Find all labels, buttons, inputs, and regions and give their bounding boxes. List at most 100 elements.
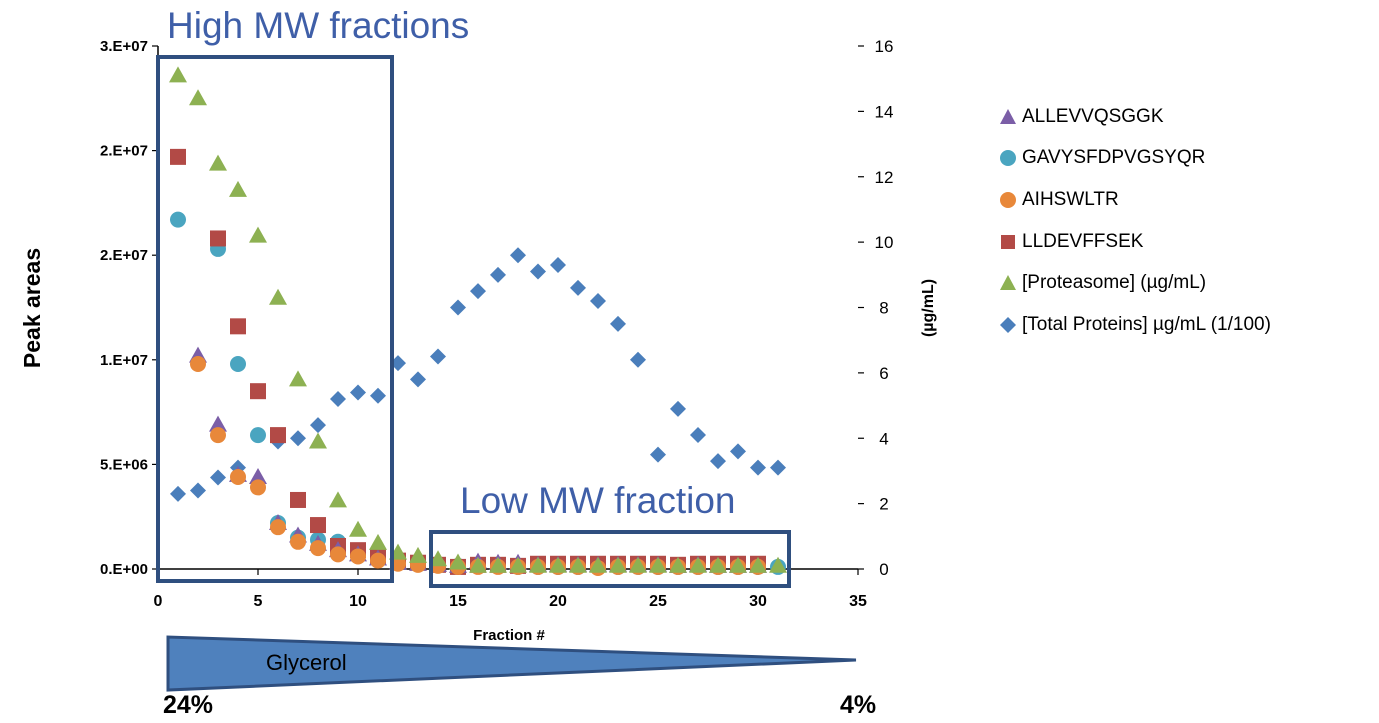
x-tick-label: 35 [849, 593, 867, 610]
y-tick-label: 2.E+07 [100, 247, 148, 264]
glycerol-gradient [166, 635, 857, 692]
y2-tick-label: 16 [875, 37, 894, 56]
total_proteins-point [650, 446, 666, 463]
y-tick-label: 1.E+07 [100, 352, 148, 369]
total_proteins-point [290, 430, 306, 447]
triangle-marker-icon [1000, 108, 1016, 124]
proteasome-point [549, 556, 567, 573]
aihswltr-point [210, 427, 226, 444]
y-tick-label: 0.E+00 [100, 561, 148, 578]
total_proteins-point [310, 417, 326, 434]
lldevffsek-point [210, 230, 226, 247]
x-tick-label: 15 [449, 593, 467, 610]
proteasome-point [449, 553, 467, 570]
aihswltr-point [230, 468, 246, 485]
glycerol-label: Glycerol [266, 650, 347, 675]
proteasome-point [189, 89, 207, 106]
legend-item: AIHSWLTR [998, 179, 1271, 221]
legend-item: [Proteasome] (µg/mL) [998, 262, 1271, 304]
total_proteins-point [470, 283, 486, 300]
total_proteins-point [210, 469, 226, 486]
aihswltr-point [190, 355, 206, 372]
lldevffsek-point [170, 148, 186, 165]
lldevffsek-point [250, 383, 266, 400]
total_proteins-point [710, 453, 726, 470]
allevvqsggk-point [249, 467, 267, 484]
gavysfdpvgsyqr-point [250, 427, 266, 444]
total_proteins-point [630, 351, 646, 368]
proteasome-point [529, 556, 547, 573]
proteasome-point [409, 546, 427, 563]
total_proteins-point [370, 387, 386, 404]
circle-marker-icon [1000, 191, 1016, 208]
x-tick-label: 25 [649, 593, 667, 610]
proteasome-point [629, 556, 647, 573]
legend-label: AIHSWLTR [1022, 188, 1119, 210]
lldevffsek-point [290, 491, 306, 508]
proteasome-point [769, 556, 787, 573]
legend: ALLEVVQSGGK GAVYSFDPVGSYQR AIHSWLTR LLDE… [998, 96, 1271, 346]
proteasome-point [709, 556, 727, 573]
lldevffsek-point [270, 427, 286, 444]
gavysfdpvgsyqr-point [170, 211, 186, 228]
total_proteins-point [690, 426, 706, 443]
y2-tick-label: 6 [879, 364, 888, 383]
aihswltr-point [350, 548, 366, 565]
proteasome-point [369, 533, 387, 550]
total_proteins-point [190, 482, 206, 499]
diamond-marker-icon [1000, 316, 1016, 333]
total_proteins-point [330, 391, 346, 408]
y2-tick-label: 12 [875, 168, 894, 187]
proteasome-point [609, 556, 627, 573]
x-tick-label: 20 [549, 593, 567, 610]
total_proteins-point [750, 459, 766, 476]
aihswltr-point [330, 546, 346, 563]
legend-item: ALLEVVQSGGK [998, 96, 1271, 138]
y2-tick-label: 10 [875, 233, 894, 252]
aihswltr-point [370, 552, 386, 569]
aihswltr-point [250, 479, 266, 496]
proteasome-point [169, 66, 187, 83]
total_proteins-point [170, 485, 186, 502]
proteasome-point [349, 520, 367, 537]
legend-item: GAVYSFDPVGSYQR [998, 138, 1271, 180]
x-tick-label: 10 [349, 593, 367, 610]
gavysfdpvgsyqr-point [230, 355, 246, 372]
lldevffsek-point [230, 318, 246, 335]
x-axis-ticks: 0 5 10 15 20 25 30 35 [154, 569, 867, 610]
y2-tick-label: 8 [879, 299, 888, 318]
proteasome-point [309, 432, 327, 449]
total_proteins-point [350, 384, 366, 401]
proteasome-point [749, 556, 767, 573]
proteasome-point [509, 556, 527, 573]
allevvqsggk-point [209, 415, 227, 432]
legend-item: [Total Proteins] µg/mL (1/100) [998, 304, 1271, 346]
total_proteins-point [490, 266, 506, 283]
proteasome-point [209, 154, 227, 171]
square-marker-icon [1001, 234, 1015, 249]
proteasome-point [329, 491, 347, 508]
proteasome-point [689, 556, 707, 573]
y2-axis-label: (µg/mL) [920, 279, 937, 337]
y-tick-label: 3.E+07 [100, 38, 148, 55]
proteasome-point [469, 556, 487, 573]
proteasome-point [589, 556, 607, 573]
total_proteins-point [510, 247, 526, 264]
triangle-marker-icon [1000, 275, 1016, 291]
y-axis-label: Peak areas [19, 248, 45, 368]
total_proteins-point [570, 279, 586, 296]
aihswltr-point [290, 533, 306, 550]
total_proteins-point [770, 459, 786, 476]
x-tick-label: 5 [254, 593, 263, 610]
total_proteins-point [730, 443, 746, 460]
total_proteins-point [610, 315, 626, 332]
proteasome-point [249, 226, 267, 243]
legend-label: [Total Proteins] µg/mL (1/100) [1022, 313, 1271, 335]
y2-tick-label: 14 [875, 102, 894, 121]
proteasome-point [669, 556, 687, 573]
total_proteins-point [430, 348, 446, 365]
y-tick-label: 5.E+06 [100, 456, 148, 473]
low-mw-box [429, 530, 791, 588]
legend-label: ALLEVVQSGGK [1022, 105, 1164, 127]
y2-tick-label: 2 [879, 495, 888, 514]
